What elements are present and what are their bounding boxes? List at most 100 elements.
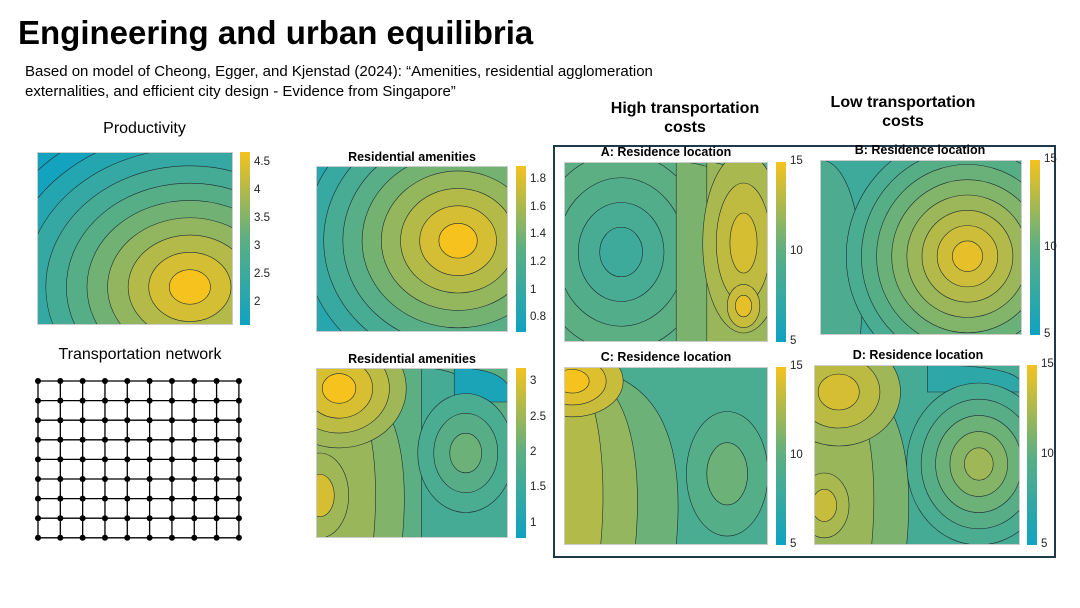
network-node xyxy=(124,397,131,404)
low-transport-costs-header: Low transportation costs xyxy=(830,94,976,130)
network-node xyxy=(213,436,220,443)
colorbar-tick-label: 2.5 xyxy=(530,410,546,423)
network-node xyxy=(168,417,175,424)
network-node xyxy=(57,417,64,424)
colorbar-tick-label: 4.5 xyxy=(254,156,270,169)
network-node xyxy=(146,534,153,541)
network-node xyxy=(235,495,242,502)
plot-c-title: C: Residence location xyxy=(600,350,732,364)
network-node xyxy=(213,417,220,424)
colorbar-tick-label: 5 xyxy=(790,538,797,550)
network-node xyxy=(101,397,108,404)
network-node xyxy=(101,495,108,502)
network-node xyxy=(235,397,242,404)
network-node xyxy=(213,515,220,522)
D-contour-plot xyxy=(814,365,1020,545)
network-node xyxy=(35,515,41,522)
network-node xyxy=(235,476,242,482)
C-colorbar xyxy=(776,367,786,545)
network-node xyxy=(124,436,131,443)
network-node xyxy=(35,456,41,463)
colorbar-tick-label: 10 xyxy=(1044,240,1057,253)
network-node xyxy=(168,534,175,541)
network-node xyxy=(168,456,175,463)
network-node xyxy=(57,476,64,482)
colorbar-tick-label: 1 xyxy=(530,283,537,296)
network-node xyxy=(191,436,198,443)
network-node xyxy=(79,495,86,502)
network-node xyxy=(124,456,131,463)
plot-a-title: A: Residence location xyxy=(600,145,732,159)
colorbar-tick-label: 2 xyxy=(254,295,261,308)
network-node xyxy=(168,397,175,404)
network-node xyxy=(146,417,153,424)
transport-network-label: Transportation network xyxy=(58,346,222,363)
slide-title: Engineering and urban equilibria xyxy=(18,14,534,51)
network-node xyxy=(79,378,86,384)
network-node xyxy=(124,417,131,424)
colorbar-tick-label: 3 xyxy=(254,239,261,252)
network-node xyxy=(191,495,198,502)
network-node xyxy=(168,436,175,443)
colorbar-tick-label: 10 xyxy=(790,449,803,461)
colorbar-tick-label: 3 xyxy=(530,375,537,388)
amenities2-title: Residential amenities xyxy=(348,352,476,366)
A-colorbar xyxy=(776,162,786,342)
network-node xyxy=(101,456,108,463)
network-node xyxy=(146,456,153,463)
amenities2-contour-plot xyxy=(316,368,508,538)
colorbar-tick-label: 10 xyxy=(1041,448,1054,460)
network-node xyxy=(191,534,198,541)
network-node xyxy=(191,515,198,522)
colorbar-tick-label: 5 xyxy=(1041,538,1048,550)
network-node xyxy=(191,378,198,384)
network-node xyxy=(57,456,64,463)
network-node xyxy=(79,476,86,482)
contour-level xyxy=(729,212,758,274)
network-node xyxy=(168,378,175,384)
colorbar-tick-label: 1.8 xyxy=(530,172,546,185)
contour-level xyxy=(814,488,837,522)
amenities2-colorbar xyxy=(516,368,526,538)
colorbar-tick-label: 3.5 xyxy=(254,211,270,224)
D-colorbar xyxy=(1027,365,1037,545)
network-node xyxy=(235,378,242,384)
network-node xyxy=(101,417,108,424)
contour-level xyxy=(169,269,211,305)
B-colorbar xyxy=(1030,160,1040,335)
network-node xyxy=(146,397,153,404)
colorbar-tick-label: 15 xyxy=(790,360,803,372)
contour-level xyxy=(706,442,748,506)
plot-b-title: B: Residence location xyxy=(854,143,986,157)
network-node xyxy=(57,436,64,443)
network-node xyxy=(191,456,198,463)
network-node xyxy=(146,515,153,522)
network-node xyxy=(57,378,64,384)
contour-level xyxy=(564,369,590,394)
network-node xyxy=(146,495,153,502)
contour-level xyxy=(449,432,483,474)
amenities1-title: Residential amenities xyxy=(348,150,476,164)
A-contour-plot xyxy=(564,162,768,342)
network-node xyxy=(35,495,41,502)
high-transport-costs-header: High transportation costs xyxy=(610,100,760,136)
network-node xyxy=(79,456,86,463)
network-node xyxy=(213,456,220,463)
colorbar-tick-label: 5 xyxy=(1044,328,1051,340)
contour-level xyxy=(964,447,994,481)
contour-level xyxy=(952,240,983,272)
network-node xyxy=(213,397,220,404)
network-node xyxy=(124,515,131,522)
network-node xyxy=(124,495,131,502)
network-node xyxy=(235,436,242,443)
contour-level xyxy=(438,222,478,259)
network-node xyxy=(57,515,64,522)
network-node xyxy=(79,397,86,404)
network-node xyxy=(79,436,86,443)
network-node xyxy=(101,436,108,443)
network-node xyxy=(35,436,41,443)
network-node xyxy=(35,534,41,541)
network-node xyxy=(235,456,242,463)
colorbar-tick-label: 2.5 xyxy=(254,267,270,280)
